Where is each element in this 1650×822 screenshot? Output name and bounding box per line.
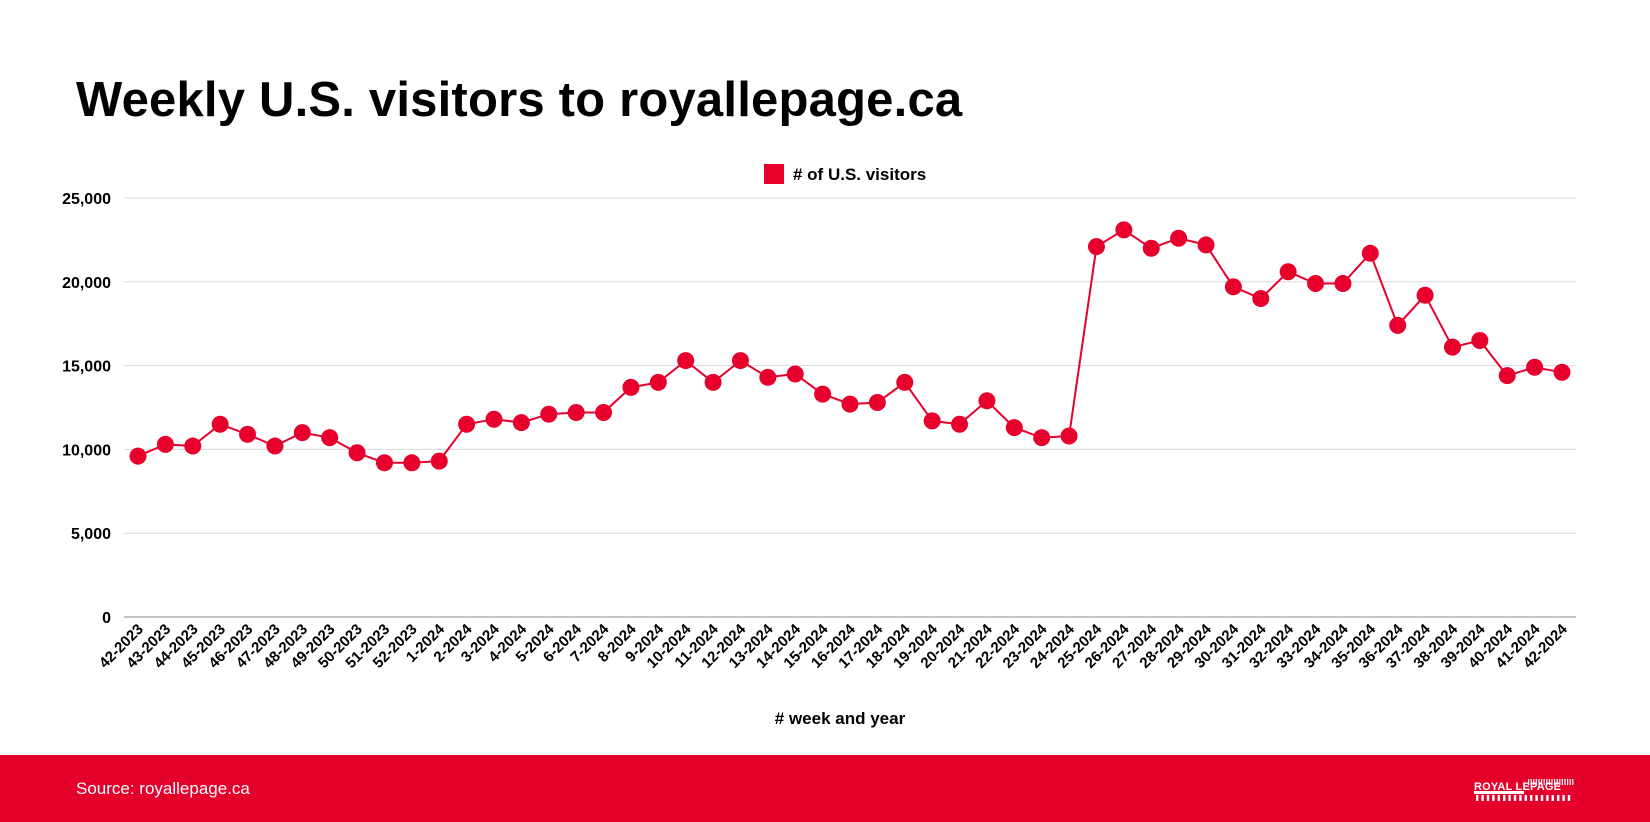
data-point	[430, 452, 448, 470]
data-point	[1033, 429, 1051, 447]
data-point	[1471, 331, 1489, 349]
data-point	[239, 425, 257, 443]
data-point	[841, 395, 859, 413]
data-point	[786, 365, 804, 383]
data-point	[649, 373, 667, 391]
data-point	[677, 352, 695, 370]
y-tick-label: 0	[102, 610, 111, 627]
footer-bar: Source: royallepage.ca ROYAL LEPAGE	[0, 755, 1650, 822]
x-axis-label: # week and year	[775, 709, 906, 728]
data-point	[1005, 419, 1023, 437]
legend: # of U.S. visitors	[764, 164, 926, 184]
data-point	[978, 392, 996, 410]
data-point	[951, 415, 969, 433]
y-tick-label: 20,000	[62, 275, 111, 292]
y-tick-label: 15,000	[62, 359, 111, 376]
data-point	[403, 454, 421, 472]
data-point	[540, 405, 558, 423]
data-point	[814, 385, 832, 403]
data-point	[348, 444, 366, 462]
data-point	[512, 414, 530, 432]
logo-text: ROYAL LEPAGE	[1474, 781, 1562, 793]
grid-lines	[124, 197, 1576, 618]
data-point	[868, 393, 886, 411]
y-tick-label: 25,000	[62, 191, 111, 208]
data-point	[1170, 229, 1188, 247]
data-point	[1142, 239, 1160, 257]
data-point	[896, 373, 914, 391]
y-tick-label: 5,000	[71, 526, 111, 543]
data-point	[622, 378, 640, 396]
y-axis-tick-labels: 0 5,000 10,000 15,000 20,000 25,000	[62, 191, 111, 627]
legend-swatch	[764, 164, 784, 184]
data-point	[1197, 236, 1215, 254]
legend-label: # of U.S. visitors	[793, 165, 926, 184]
data-point	[923, 412, 941, 430]
data-point	[1443, 338, 1461, 356]
data-point	[595, 404, 613, 422]
data-point	[485, 410, 503, 428]
data-point	[1087, 238, 1105, 256]
data-point	[458, 415, 476, 433]
data-point	[1334, 274, 1352, 292]
data-point	[1498, 367, 1516, 385]
data-point	[1252, 290, 1270, 308]
data-point	[731, 352, 749, 370]
data-point	[567, 404, 585, 422]
data-point	[1307, 274, 1325, 292]
data-point	[321, 429, 339, 447]
logo-stripes	[1474, 779, 1574, 801]
data-point	[266, 437, 284, 455]
data-point	[1224, 278, 1242, 296]
x-axis-tick-labels: 42-202343-202344-202345-202346-202347-20…	[96, 620, 1571, 671]
data-point	[1553, 363, 1571, 381]
data-point	[375, 454, 393, 472]
y-tick-label: 10,000	[62, 442, 111, 459]
data-point	[1060, 427, 1078, 445]
data-point	[759, 368, 777, 386]
data-point	[156, 435, 174, 453]
data-point	[1361, 244, 1379, 262]
data-point	[1115, 221, 1133, 239]
series-line-us-visitors	[129, 221, 1571, 472]
data-point	[1526, 358, 1544, 376]
line-chart: 0 5,000 10,000 15,000 20,000 25,000 42-202343…	[62, 164, 1576, 728]
chart-title: Weekly U.S. visitors to royallepage.ca	[76, 73, 963, 127]
data-point	[129, 447, 147, 465]
data-point	[211, 415, 229, 433]
data-point	[184, 437, 202, 455]
data-point	[1279, 263, 1297, 281]
source-note: Source: royallepage.ca	[76, 779, 250, 798]
data-point	[1416, 286, 1434, 304]
data-point	[1389, 316, 1407, 334]
series-line	[137, 228, 1563, 464]
royal-lepage-logo: ROYAL LEPAGE	[1474, 773, 1574, 805]
data-point	[293, 424, 311, 442]
data-point	[704, 373, 722, 391]
